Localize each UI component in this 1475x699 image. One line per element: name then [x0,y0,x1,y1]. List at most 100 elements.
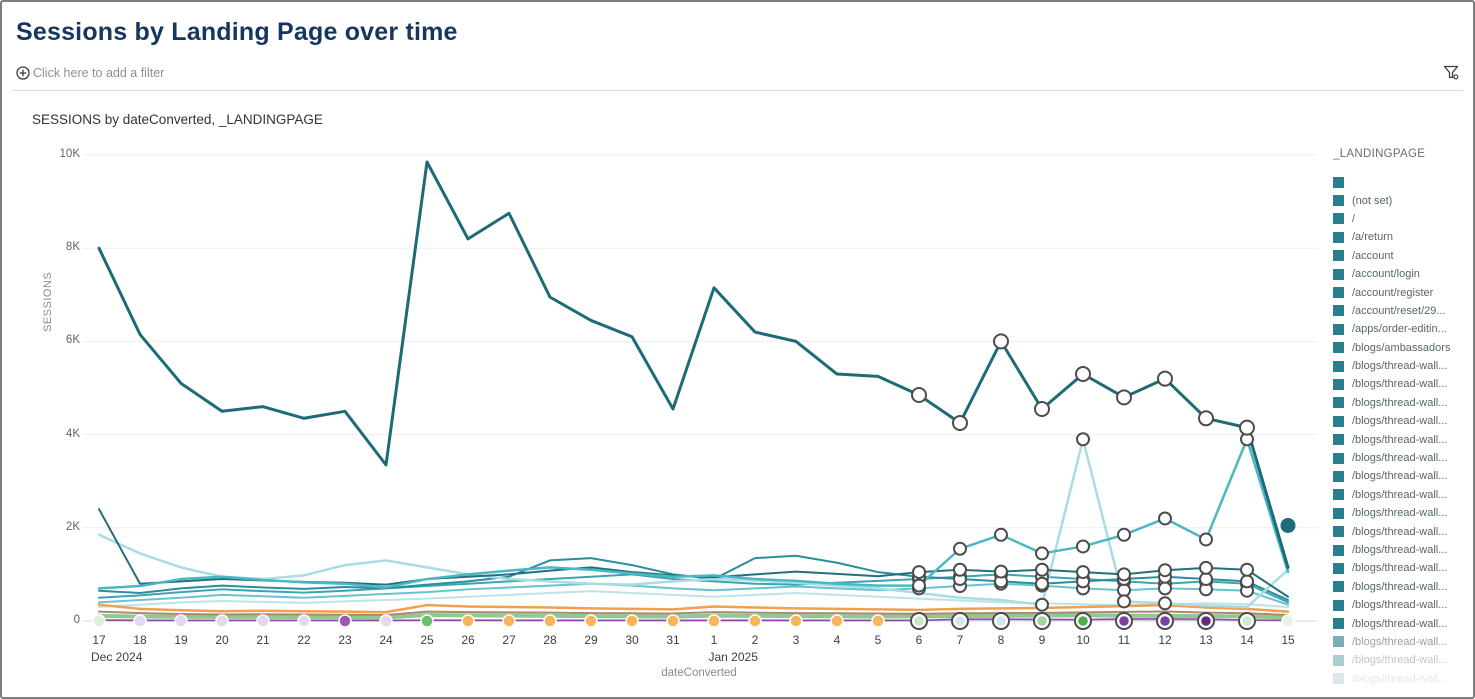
point-marker[interactable] [1158,563,1172,578]
point-marker[interactable] [1035,546,1049,561]
point-marker[interactable] [1158,581,1172,596]
axis-dot[interactable] [461,614,475,628]
series-point-markers[interactable] [911,333,1255,612]
axis-dot[interactable] [871,614,885,628]
point-marker[interactable] [1199,560,1213,575]
legend-item[interactable]: /account/register [1333,283,1469,301]
point-marker[interactable] [1035,562,1049,577]
legend-item[interactable]: /account [1333,247,1469,265]
point-marker[interactable] [911,386,927,403]
legend-item[interactable]: /blogs/thread-wall... [1333,651,1469,669]
legend-item[interactable]: /a/return [1333,228,1469,246]
axis-dot[interactable] [996,616,1006,626]
axis-dot[interactable] [1119,616,1129,626]
axis-dot[interactable] [338,614,352,628]
axis-dot[interactable] [297,614,311,628]
axis-date-dots[interactable] [92,612,1295,630]
axis-dot[interactable] [707,614,721,628]
axis-dot[interactable] [830,614,844,628]
point-marker[interactable] [952,414,968,431]
point-marker[interactable] [1239,419,1255,436]
legend-item[interactable]: /apps/order-editin... [1333,320,1469,338]
point-marker[interactable] [1240,574,1254,589]
add-filter-button[interactable]: Click here to add a filter [16,63,164,83]
axis-dot[interactable] [914,616,924,626]
series-line-pale-band[interactable] [98,590,1289,609]
axis-dot[interactable] [502,614,516,628]
point-marker[interactable] [953,541,967,556]
axis-dot[interactable] [1242,616,1252,626]
point-marker[interactable] [1034,400,1050,417]
point-marker[interactable] [1117,527,1131,542]
point-marker[interactable] [1158,596,1172,611]
point-marker[interactable] [1117,594,1131,609]
point-marker[interactable] [1076,539,1090,554]
axis-dot[interactable] [955,616,965,626]
axis-dot[interactable] [1078,616,1088,626]
legend-item[interactable]: /blogs/thread-wall... [1333,486,1469,504]
legend-item[interactable]: /blogs/thread-wall... [1333,522,1469,540]
point-marker[interactable] [1035,576,1049,591]
legend-item[interactable]: /blogs/thread-wall... [1333,504,1469,522]
series-line-cyan-mid-spike-jan14[interactable] [97,438,1290,590]
axis-dot[interactable] [174,614,188,628]
point-marker[interactable] [912,565,926,580]
legend-item[interactable]: /blogs/thread-wall... [1333,596,1469,614]
legend-item[interactable]: /blogs/thread-wall... [1333,430,1469,448]
series-line-pale-cyan-spike-jan10[interactable] [97,438,1290,609]
point-marker[interactable] [912,578,926,593]
legend-item[interactable] [1333,173,1469,191]
axis-dot[interactable] [92,614,106,628]
series-line-orange[interactable] [97,603,1290,614]
series-line-dark-teal-main[interactable] [97,160,1290,569]
legend-item[interactable]: (not set) [1333,191,1469,209]
point-marker[interactable] [1076,432,1090,447]
point-marker[interactable] [1035,597,1049,612]
legend-item[interactable]: /blogs/thread-wall... [1333,614,1469,632]
legend-item[interactable]: /blogs/ambassadors [1333,339,1469,357]
point-marker[interactable] [1117,567,1131,582]
legend-item[interactable]: / [1333,210,1469,228]
point-marker[interactable] [1198,410,1214,427]
legend-item[interactable]: /blogs/thread-wall... [1333,467,1469,485]
legend-item[interactable]: /blogs/thread-wall... [1333,541,1469,559]
axis-dot[interactable] [215,614,229,628]
legend-item[interactable]: /account/reset/29... [1333,302,1469,320]
axis-dot[interactable] [748,614,762,628]
legend-item[interactable]: /blogs/thread-wall... [1333,394,1469,412]
series-lines[interactable] [97,160,1290,622]
axis-dot[interactable] [1160,616,1170,626]
chart-canvas[interactable] [77,142,1325,694]
point-marker[interactable] [1199,532,1213,547]
legend-item[interactable]: /blogs/thread-wall... [1333,357,1469,375]
point-marker[interactable] [1157,370,1173,387]
axis-dot[interactable] [625,614,639,628]
legend-item[interactable]: /blogs/thread-wall... [1333,449,1469,467]
axis-dot[interactable] [1281,614,1295,628]
point-marker[interactable] [994,527,1008,542]
legend-item[interactable]: /account/login [1333,265,1469,283]
series-line-tan[interactable] [98,610,1289,616]
axis-dot[interactable] [1037,616,1047,626]
point-marker[interactable] [1116,389,1132,406]
axis-dot[interactable] [420,614,434,628]
axis-dot[interactable] [1201,616,1211,626]
axis-dot[interactable] [256,614,270,628]
axis-dot[interactable] [789,614,803,628]
point-marker[interactable] [993,333,1009,350]
axis-dot[interactable] [666,614,680,628]
legend-item[interactable]: /blogs/thread-wall... [1333,670,1469,688]
point-marker[interactable] [994,564,1008,579]
legend-item[interactable]: /blogs/thread-wall... [1333,412,1469,430]
funnel-gear-icon[interactable] [1441,62,1461,82]
axis-dot[interactable] [543,614,557,628]
point-marker[interactable] [1240,562,1254,577]
axis-dot[interactable] [379,614,393,628]
axis-dot[interactable] [133,614,147,628]
series-line-dark-teal-2[interactable] [98,508,1289,598]
point-marker[interactable] [953,562,967,577]
legend-item[interactable]: /blogs/thread-wall... [1333,633,1469,651]
legend-item[interactable]: /blogs/thread-wall... [1333,578,1469,596]
point-marker[interactable] [1075,366,1091,383]
point-marker[interactable] [1158,511,1172,526]
